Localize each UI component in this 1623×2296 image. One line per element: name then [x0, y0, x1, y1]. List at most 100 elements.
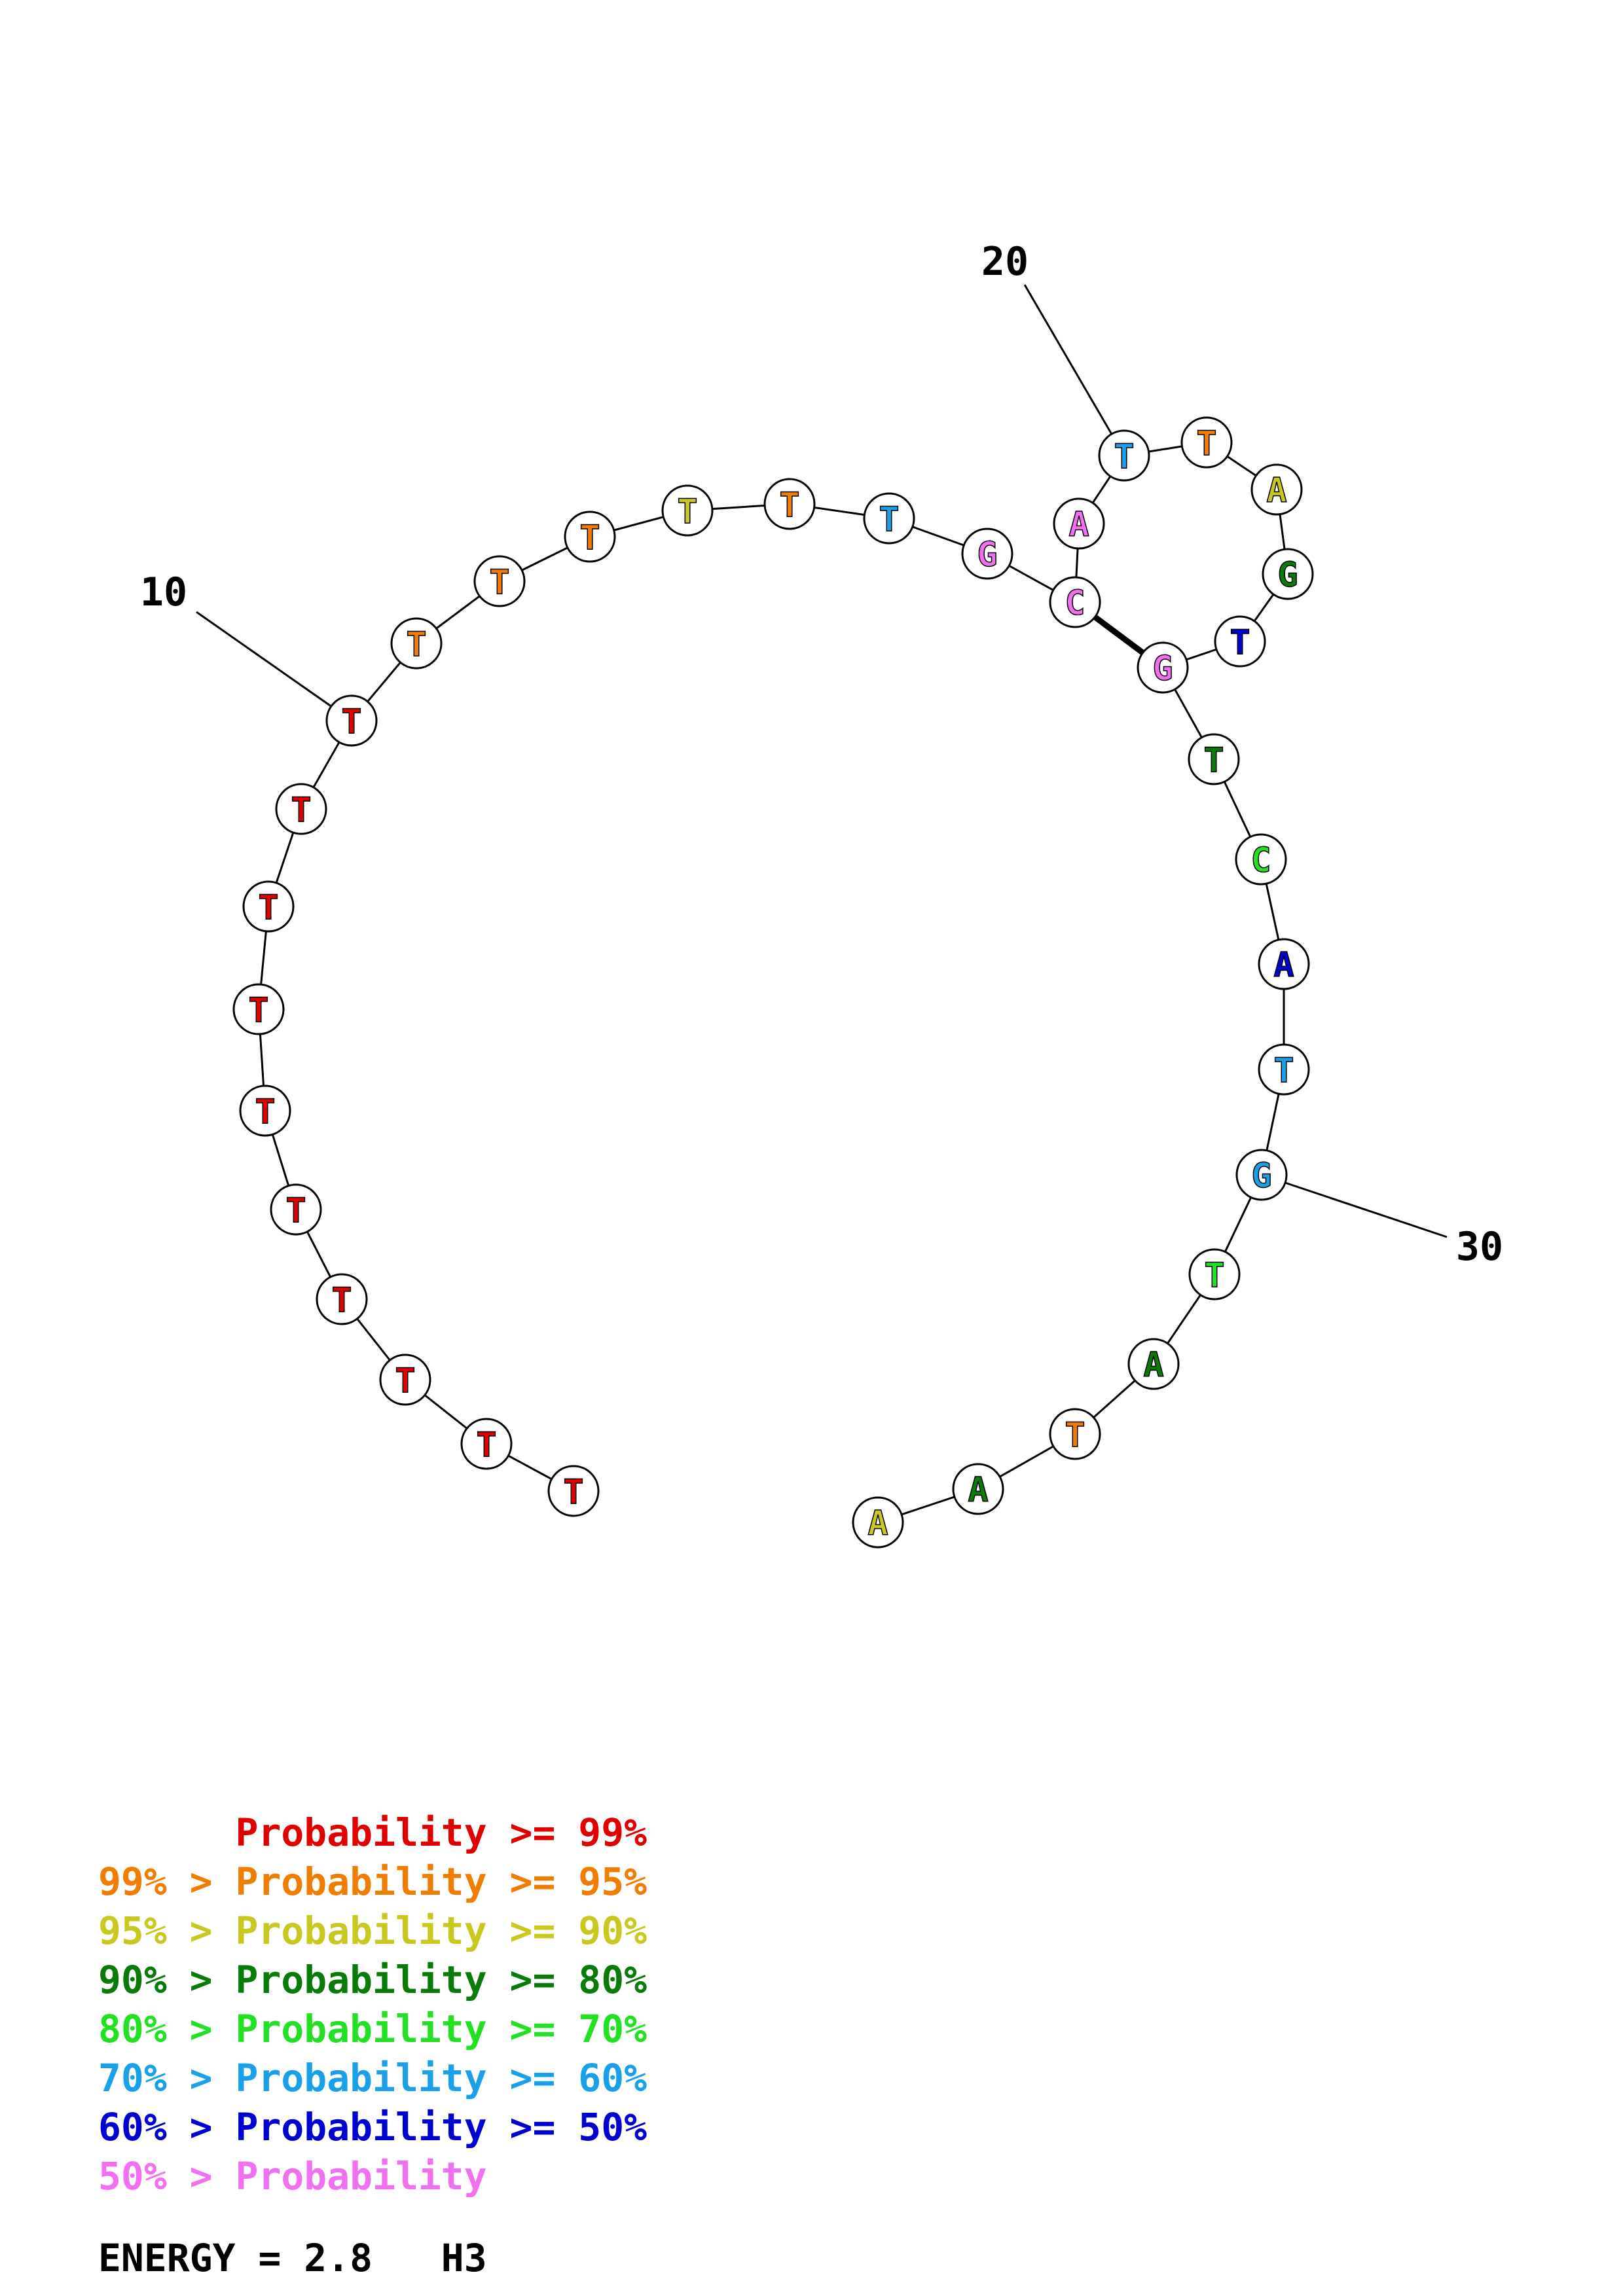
nucleotide-base: T: [879, 500, 899, 539]
nucleotide-base: T: [1065, 1416, 1085, 1455]
nucleotide-circle: [379, 1354, 431, 1406]
nucleotide-circle: [242, 880, 295, 933]
nucleotide-base: T: [406, 625, 426, 664]
nucleotide-base: T: [1196, 424, 1216, 463]
energy-label: ENERGY = 2.8 H3: [98, 2236, 487, 2280]
nucleotide-base: G: [977, 535, 997, 575]
nucleotide-circle: [952, 1463, 1004, 1515]
nucleotide: G: [961, 528, 1013, 580]
nucleotide-base: A: [1068, 505, 1089, 545]
nucleotide: A: [1250, 463, 1303, 516]
nucleotide-circle: [1214, 615, 1266, 668]
nucleotide-base: T: [341, 702, 361, 742]
nucleotide: A: [1258, 938, 1310, 990]
nucleotide-base: T: [1114, 437, 1134, 476]
nucleotide-circle: [1049, 1408, 1101, 1460]
nucleotide-circle: [1180, 416, 1233, 469]
nucleotide-base: T: [395, 1361, 415, 1401]
nucleotide: T: [275, 783, 327, 835]
nucleotide-circle: [325, 694, 378, 747]
nucleotide-base: A: [1266, 471, 1286, 511]
tick-line: [1023, 284, 1125, 456]
nucleotide: G: [1262, 548, 1314, 600]
nucleotide: G: [1137, 641, 1189, 694]
nucleotide-base: A: [968, 1471, 988, 1510]
nucleotide-circle: [547, 1465, 600, 1517]
tick-label: 10: [140, 569, 187, 615]
nucleotide-base: A: [867, 1504, 888, 1543]
legend-entry: 99% > Probability >= 95%: [98, 1859, 647, 1904]
nucleotide-base: T: [476, 1426, 496, 1465]
legend-entry: 60% > Probability >= 50%: [98, 2105, 647, 2149]
tick-label: 30: [1456, 1224, 1503, 1270]
nucleotide-circle: [1127, 1338, 1180, 1390]
nucleotide-circle: [1235, 1149, 1288, 1201]
nucleotide-circle: [763, 478, 816, 530]
nucleotide-base: A: [1273, 946, 1294, 985]
nucleotide: T: [863, 492, 915, 545]
nucleotide-circle: [1235, 833, 1287, 886]
nucleotide: T: [1214, 615, 1266, 668]
nucleotide-base: G: [1152, 649, 1173, 689]
nucleotide: T: [1188, 733, 1240, 785]
legend-entry: 70% > Probability >= 60%: [98, 2056, 647, 2100]
nucleotide-base: T: [255, 1092, 275, 1132]
nucleotide: T: [270, 1183, 322, 1236]
legend-entry: 80% > Probability >= 70%: [98, 2007, 647, 2051]
nucleotide-circle: [316, 1273, 368, 1325]
nucleotide-base: T: [1230, 623, 1250, 662]
nucleotide: G: [1235, 1149, 1288, 1201]
legend-entry: 90% > Probability >= 80%: [98, 1958, 647, 2002]
nucleotide-circle: [1053, 497, 1105, 550]
nucleotide: T: [763, 478, 816, 530]
nucleotide-base: T: [489, 563, 509, 602]
nucleotide: T: [460, 1418, 513, 1470]
nucleotide-circle: [460, 1418, 513, 1470]
position-ticks: 10 20 30: [140, 239, 1503, 1270]
nucleotide-circle: [852, 1496, 904, 1549]
nucleotide: T: [232, 983, 285, 1035]
nucleotide-base: T: [331, 1281, 352, 1320]
nucleotide: C: [1049, 576, 1101, 628]
nucleotide: T: [473, 555, 526, 607]
probability-legend: Probability >= 99%99% > Probability >= 9…: [98, 1810, 647, 2198]
nucleotide-base: G: [1277, 556, 1298, 595]
tick-line: [1261, 1174, 1448, 1238]
nucleotide-circle: [1262, 548, 1314, 600]
nucleotide-circle: [1258, 938, 1310, 990]
nucleotide-base: T: [1203, 741, 1224, 780]
nucleotide-circle: [661, 484, 714, 537]
nucleotide-circle: [473, 555, 526, 607]
nucleotide-base: T: [1204, 1256, 1224, 1295]
nucleotide: T: [1098, 429, 1150, 482]
nucleotide: T: [1188, 1248, 1241, 1300]
nucleotide-circle: [275, 783, 327, 835]
nucleotide-base: T: [291, 791, 311, 830]
legend-entry: 50% > Probability: [98, 2154, 487, 2198]
tick-line: [196, 611, 352, 722]
nucleotide-circle: [1258, 1043, 1310, 1096]
nucleotide-circle: [1188, 733, 1240, 785]
nucleotide: T: [379, 1354, 431, 1406]
nucleotide-base: T: [285, 1191, 306, 1230]
nucleotide-circle: [1188, 1248, 1241, 1300]
nucleotide-base: C: [1065, 584, 1085, 623]
nucleotide: T: [661, 484, 714, 537]
nucleotide: T: [547, 1465, 600, 1517]
nucleotide: T: [1258, 1043, 1310, 1096]
nucleotide-base: G: [1251, 1157, 1271, 1196]
nucleotide: T: [242, 880, 295, 933]
tick-label: 20: [981, 239, 1029, 285]
nucleotide: A: [1127, 1338, 1180, 1390]
nucleotide-circle: [270, 1183, 322, 1236]
nucleotide-base: T: [248, 991, 268, 1030]
nucleotide-base: T: [258, 888, 278, 927]
nucleotide: T: [1049, 1408, 1101, 1460]
nucleotide-base: T: [563, 1473, 583, 1512]
nucleotide-base: C: [1250, 841, 1271, 880]
nucleotide-base: T: [1273, 1051, 1294, 1090]
nucleotide-base: T: [779, 486, 799, 525]
nucleotide: A: [1053, 497, 1105, 550]
